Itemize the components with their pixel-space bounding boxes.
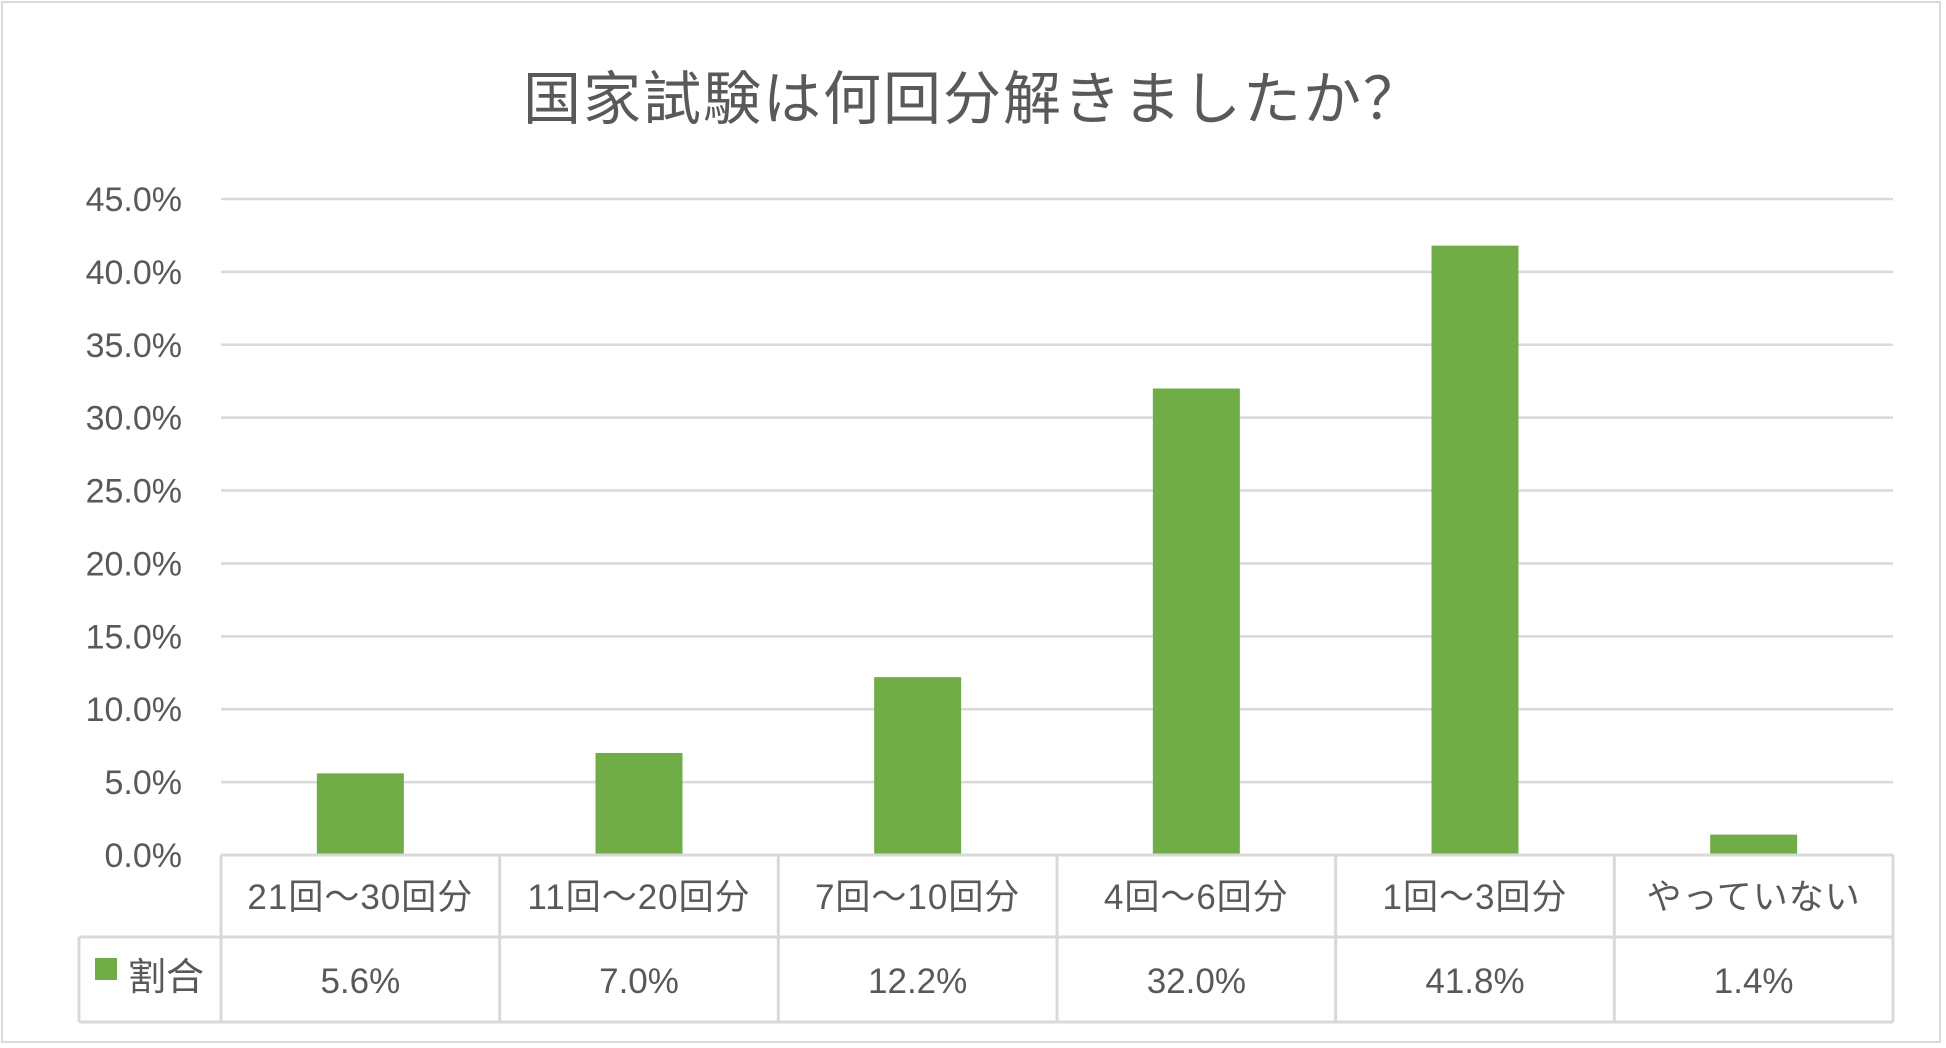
- data-label: 12.2%: [868, 962, 967, 1001]
- x-category-label: 21回～30回分: [247, 878, 473, 917]
- chart-title: 国家試験は何回分解きましたか？: [522, 67, 1423, 132]
- legend-swatch: [95, 958, 117, 980]
- data-label: 5.6%: [320, 962, 400, 1001]
- data-label: 32.0%: [1147, 962, 1246, 1001]
- bar: [1431, 245, 1519, 855]
- y-tick-label: 30.0%: [86, 400, 182, 438]
- x-category-label: やっていない: [1647, 878, 1861, 917]
- bar: [1152, 388, 1240, 855]
- y-tick-label: 45.0%: [86, 181, 182, 219]
- bar: [316, 773, 404, 855]
- legend-label: 割合: [128, 957, 204, 999]
- y-tick-label: 40.0%: [86, 254, 182, 292]
- data-label: 1.4%: [1714, 962, 1794, 1001]
- y-tick-label: 25.0%: [86, 473, 182, 511]
- y-tick-label: 10.0%: [86, 691, 182, 729]
- data-label: 7.0%: [599, 962, 679, 1001]
- y-tick-label: 5.0%: [105, 764, 183, 802]
- x-category-label: 4回～6回分: [1104, 878, 1289, 917]
- bar: [874, 677, 962, 855]
- x-category-label: 11回～20回分: [527, 878, 750, 917]
- y-tick-label: 0.0%: [105, 837, 183, 875]
- x-category-label: 7回～10回分: [815, 878, 1020, 917]
- bar: [595, 752, 683, 855]
- y-tick-label: 20.0%: [86, 545, 182, 583]
- x-category-label: 1回～3回分: [1383, 878, 1568, 917]
- data-label: 41.8%: [1425, 962, 1524, 1001]
- y-tick-label: 15.0%: [86, 618, 182, 656]
- y-tick-label: 35.0%: [86, 327, 182, 365]
- bar: [1710, 834, 1798, 855]
